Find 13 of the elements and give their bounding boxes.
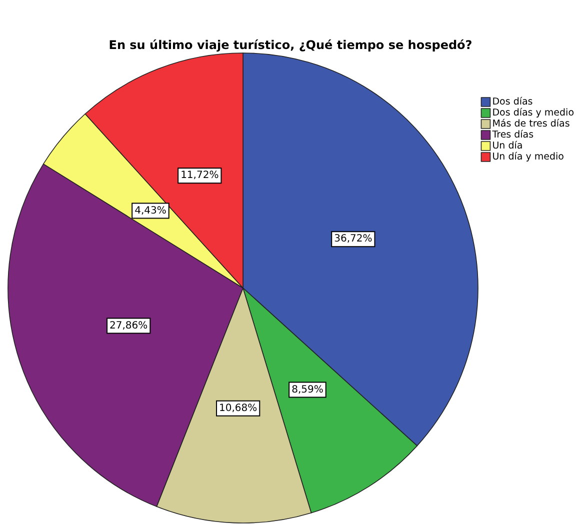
legend-label: Un día [492, 140, 523, 152]
data-label: 36,72% [334, 234, 372, 245]
legend-label: Tres días [491, 130, 534, 140]
data-label: 4,43% [134, 205, 166, 216]
legend-label: Más de tres días [492, 118, 570, 130]
data-label: 27,86% [110, 320, 148, 332]
legend-label: Un día y medio [492, 152, 564, 162]
legend-label: Dos días y medio [492, 108, 574, 118]
data-label: 11,72% [180, 170, 219, 182]
data-label: 10,68% [219, 402, 258, 414]
data-label: 8,59% [292, 384, 324, 396]
legend-label: Dos días [492, 96, 533, 108]
chart-title: En su último viaje turístico, ¿Qué tiempo se hospedó? [108, 38, 472, 52]
